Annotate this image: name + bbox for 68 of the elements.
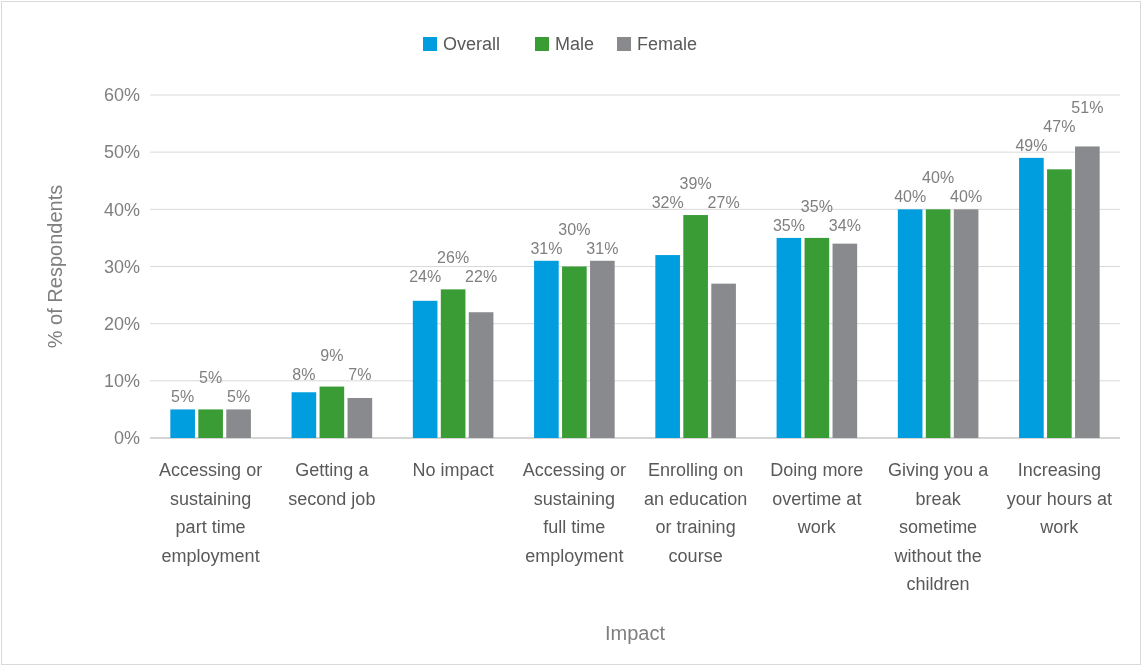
bar [226, 409, 251, 438]
text: 31% [530, 239, 563, 257]
bar [590, 260, 615, 438]
legend-label: Female [637, 34, 698, 55]
text: 34% [828, 216, 861, 234]
bar [347, 397, 373, 438]
bar [776, 237, 802, 438]
x-tick-label: Doing more overtime at work [770, 460, 864, 537]
x-tick-label: Accessing or sustaining part time employment [159, 460, 263, 566]
y-tick-label: 0% [113, 428, 140, 449]
bar [534, 260, 559, 438]
bar [1019, 157, 1044, 438]
bar [412, 300, 438, 438]
bar [291, 392, 317, 438]
text: 27% [707, 194, 740, 212]
bar [925, 209, 951, 438]
x-tick-label: Increasing your hours at work [1006, 460, 1112, 537]
text: 32% [651, 194, 684, 212]
text: 5% [227, 388, 251, 406]
bar [953, 209, 979, 438]
text: 5% [199, 369, 223, 387]
bar [711, 283, 736, 438]
y-tick-label: 50% [103, 142, 140, 163]
y-tick-label: 40% [103, 199, 140, 220]
x-tick-label: Enrolling on an education or training course [644, 460, 748, 566]
text: 9% [320, 346, 344, 364]
text: 51% [1071, 98, 1104, 116]
text: 24% [409, 268, 442, 286]
bar [683, 215, 708, 438]
x-tick-label: Getting a second job [288, 460, 376, 509]
y-tick-label: 10% [103, 371, 140, 392]
bar [1075, 146, 1100, 438]
x-tick-label: No impact [412, 460, 494, 480]
bar [440, 289, 466, 438]
text: 35% [772, 216, 805, 234]
x-axis-title: Impact [604, 622, 666, 644]
text: 35% [800, 197, 833, 215]
text: 26% [437, 249, 470, 267]
bar [319, 386, 345, 438]
y-tick-label: 30% [103, 256, 140, 277]
text: 40% [922, 169, 955, 187]
text: 47% [1043, 117, 1076, 135]
x-tick-label: Giving you a break sometime without the children [888, 460, 990, 594]
text: 22% [465, 268, 498, 286]
text: 40% [894, 188, 927, 206]
text: 39% [679, 175, 712, 193]
text: 30% [558, 220, 591, 238]
legend-label: Overall [443, 34, 501, 55]
y-tick-label: 20% [103, 313, 140, 334]
y-axis-title: % of Respondents [44, 184, 66, 349]
legend-label: Male [555, 34, 595, 55]
bar [832, 243, 858, 438]
bar [804, 237, 830, 438]
bar [897, 209, 923, 438]
text: 31% [586, 239, 619, 257]
bar [198, 409, 223, 438]
text: 49% [1015, 136, 1048, 154]
bar [655, 255, 680, 438]
text: 8% [292, 365, 316, 383]
bar [468, 312, 494, 438]
bar [170, 409, 195, 438]
x-tick-label: Accessing or sustaining full time employment [522, 460, 626, 566]
bar [1047, 169, 1072, 438]
bar [562, 266, 587, 438]
text: 40% [950, 188, 983, 206]
text: 5% [171, 388, 195, 406]
text: 7% [348, 365, 372, 383]
y-tick-label: 60% [103, 85, 140, 106]
